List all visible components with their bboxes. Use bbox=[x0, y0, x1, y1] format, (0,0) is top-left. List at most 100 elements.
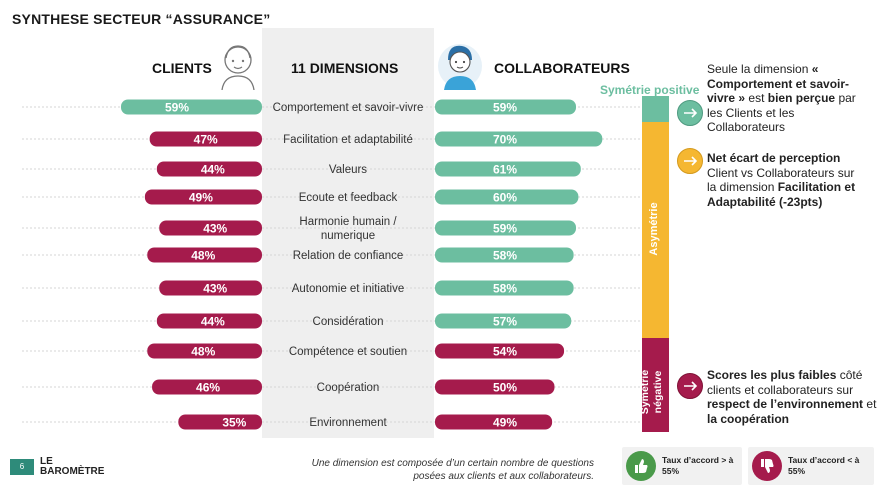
dimension-label: Facilitation et adaptabilité bbox=[283, 134, 413, 146]
dimensions-header: 11 DIMENSIONS bbox=[291, 60, 399, 76]
footer-note: Une dimension est composée d’un certain … bbox=[311, 458, 594, 482]
zone-negative bbox=[642, 338, 669, 432]
clients-value-label: 59% bbox=[165, 101, 189, 115]
zone-asymetrie bbox=[642, 122, 669, 338]
note-1-text-c: est bbox=[748, 91, 765, 105]
collaborateurs-header: COLLABORATEURS bbox=[494, 60, 630, 76]
thumbs-down-icon bbox=[752, 451, 782, 481]
collaborateurs-bar bbox=[435, 280, 574, 296]
collaborateurs-bar bbox=[435, 379, 555, 395]
note-2-text-c: Facilitation et Adaptabilité bbox=[707, 180, 856, 209]
collaborateurs-bar bbox=[435, 131, 603, 147]
arrow-icon bbox=[677, 373, 703, 399]
clients-value-label: 43% bbox=[203, 282, 227, 296]
collaborateurs-value-label: 60% bbox=[493, 191, 517, 205]
clients-bar bbox=[120, 99, 263, 115]
page-title: SYNTHESE SECTEUR “ASSURANCE” bbox=[12, 11, 271, 27]
collaborateurs-value-label: 50% bbox=[493, 381, 517, 395]
clients-value-label: 44% bbox=[201, 163, 225, 177]
client-avatar-icon bbox=[221, 45, 255, 90]
clients-value-label: 47% bbox=[194, 133, 218, 147]
dimension-label: Ecoute et feedback bbox=[299, 192, 398, 204]
dimension-label: numerique bbox=[321, 230, 375, 242]
note-3-text-a: Scores les plus faibles bbox=[707, 368, 837, 382]
note-symetrie-positive: Seule la dimension « Comportement et sav… bbox=[707, 62, 872, 135]
dimensions-column-background bbox=[262, 28, 434, 438]
arrow-icon bbox=[677, 100, 703, 126]
zone-negative-label-2: négative bbox=[652, 370, 664, 414]
logo: LE BAROMÈTRE bbox=[40, 457, 104, 477]
clients-bar bbox=[152, 379, 262, 395]
legend-agree-label: Taux d’accord > à 55% bbox=[662, 455, 734, 476]
note-1-text-e: par les Clients et les Collaborateurs bbox=[707, 91, 856, 134]
dimension-label: Valeurs bbox=[329, 164, 367, 176]
zone-negative-label-1: Symétrie bbox=[639, 369, 651, 415]
note-3-text-e: la coopération bbox=[707, 411, 790, 426]
collaborateurs-value-label: 49% bbox=[493, 416, 517, 430]
collaborateurs-value-label: 59% bbox=[493, 101, 517, 115]
clients-header: CLIENTS bbox=[152, 60, 212, 76]
clients-value-label: 43% bbox=[203, 222, 227, 236]
logo-line-1: LE bbox=[40, 456, 53, 467]
clients-bar bbox=[156, 161, 262, 177]
collaborateur-avatar-icon bbox=[438, 44, 482, 90]
clients-value-label: 49% bbox=[189, 191, 213, 205]
thumbs-up-icon bbox=[626, 451, 656, 481]
dimension-label: Autonomie et initiative bbox=[292, 283, 405, 295]
note-1-text-d: bien perçue bbox=[767, 91, 836, 105]
collaborateurs-value-label: 57% bbox=[493, 315, 517, 329]
collaborateurs-value-label: 54% bbox=[493, 345, 517, 359]
clients-bar bbox=[156, 313, 262, 329]
clients-bar bbox=[147, 247, 262, 263]
clients-bar bbox=[178, 414, 262, 430]
collaborateurs-value-label: 59% bbox=[493, 222, 517, 236]
legend-agree: Taux d’accord > à 55% bbox=[622, 447, 742, 485]
clients-value-label: 44% bbox=[201, 315, 225, 329]
clients-value-label: 48% bbox=[191, 249, 215, 263]
clients-bar bbox=[144, 189, 262, 205]
arrow-icon bbox=[677, 148, 703, 174]
zone-strip: Asymétrie Symétrie négative bbox=[639, 96, 669, 432]
dimension-label: Comportement et savoir-vivre bbox=[273, 102, 424, 114]
collaborateurs-bar bbox=[435, 99, 577, 115]
note-asymetrie: Net écart de perception Client vs Collab… bbox=[707, 151, 867, 209]
zone-asymetrie-label: Asymétrie bbox=[648, 202, 660, 256]
dimension-label: Relation de confiance bbox=[293, 250, 404, 262]
dimension-label: Coopération bbox=[317, 382, 380, 394]
dimension-label: Considération bbox=[313, 316, 384, 328]
note-3-text-b: côté clients et collaborateurs sur bbox=[707, 368, 863, 397]
dimension-label: Compétence et soutien bbox=[289, 346, 407, 358]
collaborateurs-value-label: 58% bbox=[493, 249, 517, 263]
note-symetrie-negative: Scores les plus faibles côté clients et … bbox=[707, 368, 877, 426]
collaborateurs-value-label: 58% bbox=[493, 282, 517, 296]
clients-bar bbox=[159, 280, 262, 296]
clients-value-label: 46% bbox=[196, 381, 220, 395]
note-1-text-b: « Comportement et savoir-vivre » bbox=[707, 62, 850, 105]
zone-negative-label: Symétrie négative bbox=[639, 352, 667, 432]
collaborateurs-bar bbox=[435, 247, 574, 263]
collaborateurs-value-label: 61% bbox=[493, 163, 517, 177]
collaborateurs-bar bbox=[435, 161, 581, 177]
collaborateurs-value-label: 70% bbox=[493, 133, 517, 147]
dimension-label: Environnement bbox=[309, 417, 387, 429]
note-2-text-b: Client vs Collaborateurs sur la dimensio… bbox=[707, 165, 855, 195]
collaborateurs-bar bbox=[435, 189, 579, 205]
clients-bar bbox=[159, 220, 262, 236]
symetrie-positive-label: Symétrie positive bbox=[600, 83, 700, 97]
clients-bar bbox=[147, 343, 262, 359]
note-1-text-a: Seule la dimension bbox=[707, 62, 809, 76]
clients-bar bbox=[149, 131, 262, 147]
clients-value-label: 35% bbox=[222, 416, 246, 430]
note-2-text-a: Net écart de perception bbox=[707, 151, 841, 165]
clients-value-label: 48% bbox=[191, 345, 215, 359]
note-2-text-d: (-23pts) bbox=[779, 194, 823, 209]
note-3-text-c: respect de l’environnement bbox=[707, 397, 864, 411]
collaborateurs-bar bbox=[435, 313, 572, 329]
collaborateurs-bar bbox=[435, 414, 553, 430]
legend-disagree-label: Taux d’accord < à 55% bbox=[788, 455, 860, 476]
collaborateurs-bar bbox=[435, 220, 577, 236]
legend-disagree: Taux d’accord < à 55% bbox=[748, 447, 874, 485]
page-number: 6 bbox=[10, 459, 34, 475]
logo-line-2: BAROMÈTRE bbox=[40, 466, 105, 477]
